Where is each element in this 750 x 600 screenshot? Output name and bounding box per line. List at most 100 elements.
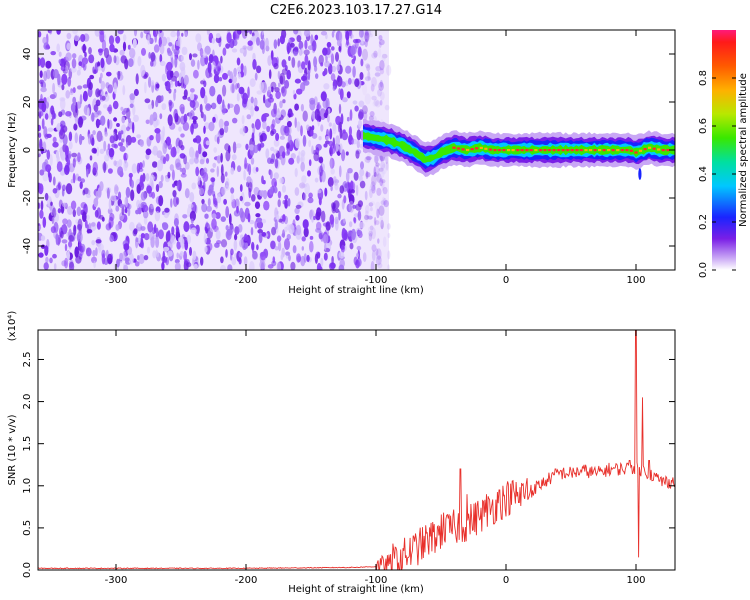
noise-blob [313,56,318,68]
x-tick-label: -100 [365,575,388,586]
noise-blob [139,139,144,147]
noise-blob [143,233,150,241]
noise-blob [358,46,362,57]
noise-blob [318,136,322,141]
noise-blob [50,118,54,126]
noise-blob [163,246,170,252]
noise-blob [159,60,166,67]
noise-blob [254,118,261,130]
noise-blob [204,213,209,219]
noise-blob [303,193,307,201]
noise-blob [46,149,51,160]
noise-blob [319,165,324,177]
noise-blob [115,35,121,44]
noise-blob [268,69,272,80]
noise-blob [252,59,257,70]
noise-blob [364,30,369,42]
noise-blob [73,34,80,42]
noise-blob [382,198,387,206]
noise-blob [318,156,324,164]
noise-blob [190,218,194,224]
noise-blob [137,56,142,67]
noise-blob [82,43,86,54]
y-tick-label: 40 [22,48,33,61]
noise-blob [247,212,251,223]
noise-blob [140,31,144,39]
noise-blob [358,30,364,38]
noise-blob [231,48,238,53]
noise-blob [49,154,53,166]
noise-blob [52,69,59,79]
noise-blob [205,140,210,146]
noise-blob [84,52,87,58]
noise-blob [375,255,382,266]
noise-blob [128,58,134,68]
colorbar-ticks: 0.0 0.2 0.4 0.6 0.8 [698,70,736,278]
noise-blob [380,179,386,184]
noise-blob [313,152,320,162]
noise-blob [179,251,184,257]
noise-blob [76,69,81,76]
noise-blob [235,83,238,90]
bottom-ticks: -300 -200 -100 0 100 0.0 0.5 1.0 1.5 2.0 2.5 [22,330,675,586]
noise-blob [371,250,376,261]
noise-blob [228,145,231,154]
noise-blob [338,264,345,270]
noise-blob [174,259,180,264]
noise-blob [263,200,270,211]
noise-blob [339,127,343,140]
noise-blob [339,143,343,154]
noise-blob [266,125,271,133]
noise-blob [320,91,327,102]
noise-blob [144,81,147,94]
noise-blob [224,171,228,177]
noise-blob [40,57,46,68]
noise-blob [344,245,347,251]
noise-blob [122,41,127,52]
noise-blob [376,173,382,183]
noise-blob [86,214,90,221]
noise-blob [91,240,96,246]
noise-blob [197,59,200,70]
noise-blob [50,51,56,56]
noise-blob [335,135,340,147]
noise-blob [216,94,223,105]
noise-blob [261,30,264,36]
noise-blob [270,81,277,90]
noise-blob [340,244,345,253]
noise-blob [101,39,107,51]
signal-core [561,149,565,152]
noise-blob [248,144,255,151]
noise-blob [113,82,117,95]
noise-blob [45,164,52,173]
noise-blob [205,67,212,79]
noise-blob [147,221,154,233]
noise-blob [71,152,78,158]
noise-blob [81,57,89,65]
noise-blob [152,227,156,235]
noise-blob [358,119,362,128]
noise-blob [137,221,141,228]
noise-blob [100,57,105,69]
noise-blob [101,253,106,265]
noise-blob [336,75,343,87]
noise-blob [375,248,379,256]
noise-blob [244,30,250,34]
noise-blob [43,70,48,82]
noise-blob [301,61,306,70]
noise-blob [124,257,130,262]
noise-blob [355,184,359,196]
noise-blob [129,93,136,101]
noise-blob [158,195,164,207]
noise-blob [250,227,254,236]
y-tick-label: 0 [22,147,33,153]
noise-blob [189,93,195,101]
noise-blob [369,188,373,199]
noise-blob [88,222,92,231]
noise-blob [76,206,82,217]
x-tick-label: 100 [626,275,645,286]
noise-blob [158,229,164,240]
noise-blob [374,220,380,226]
noise-blob [55,150,60,159]
noise-blob [38,57,42,67]
